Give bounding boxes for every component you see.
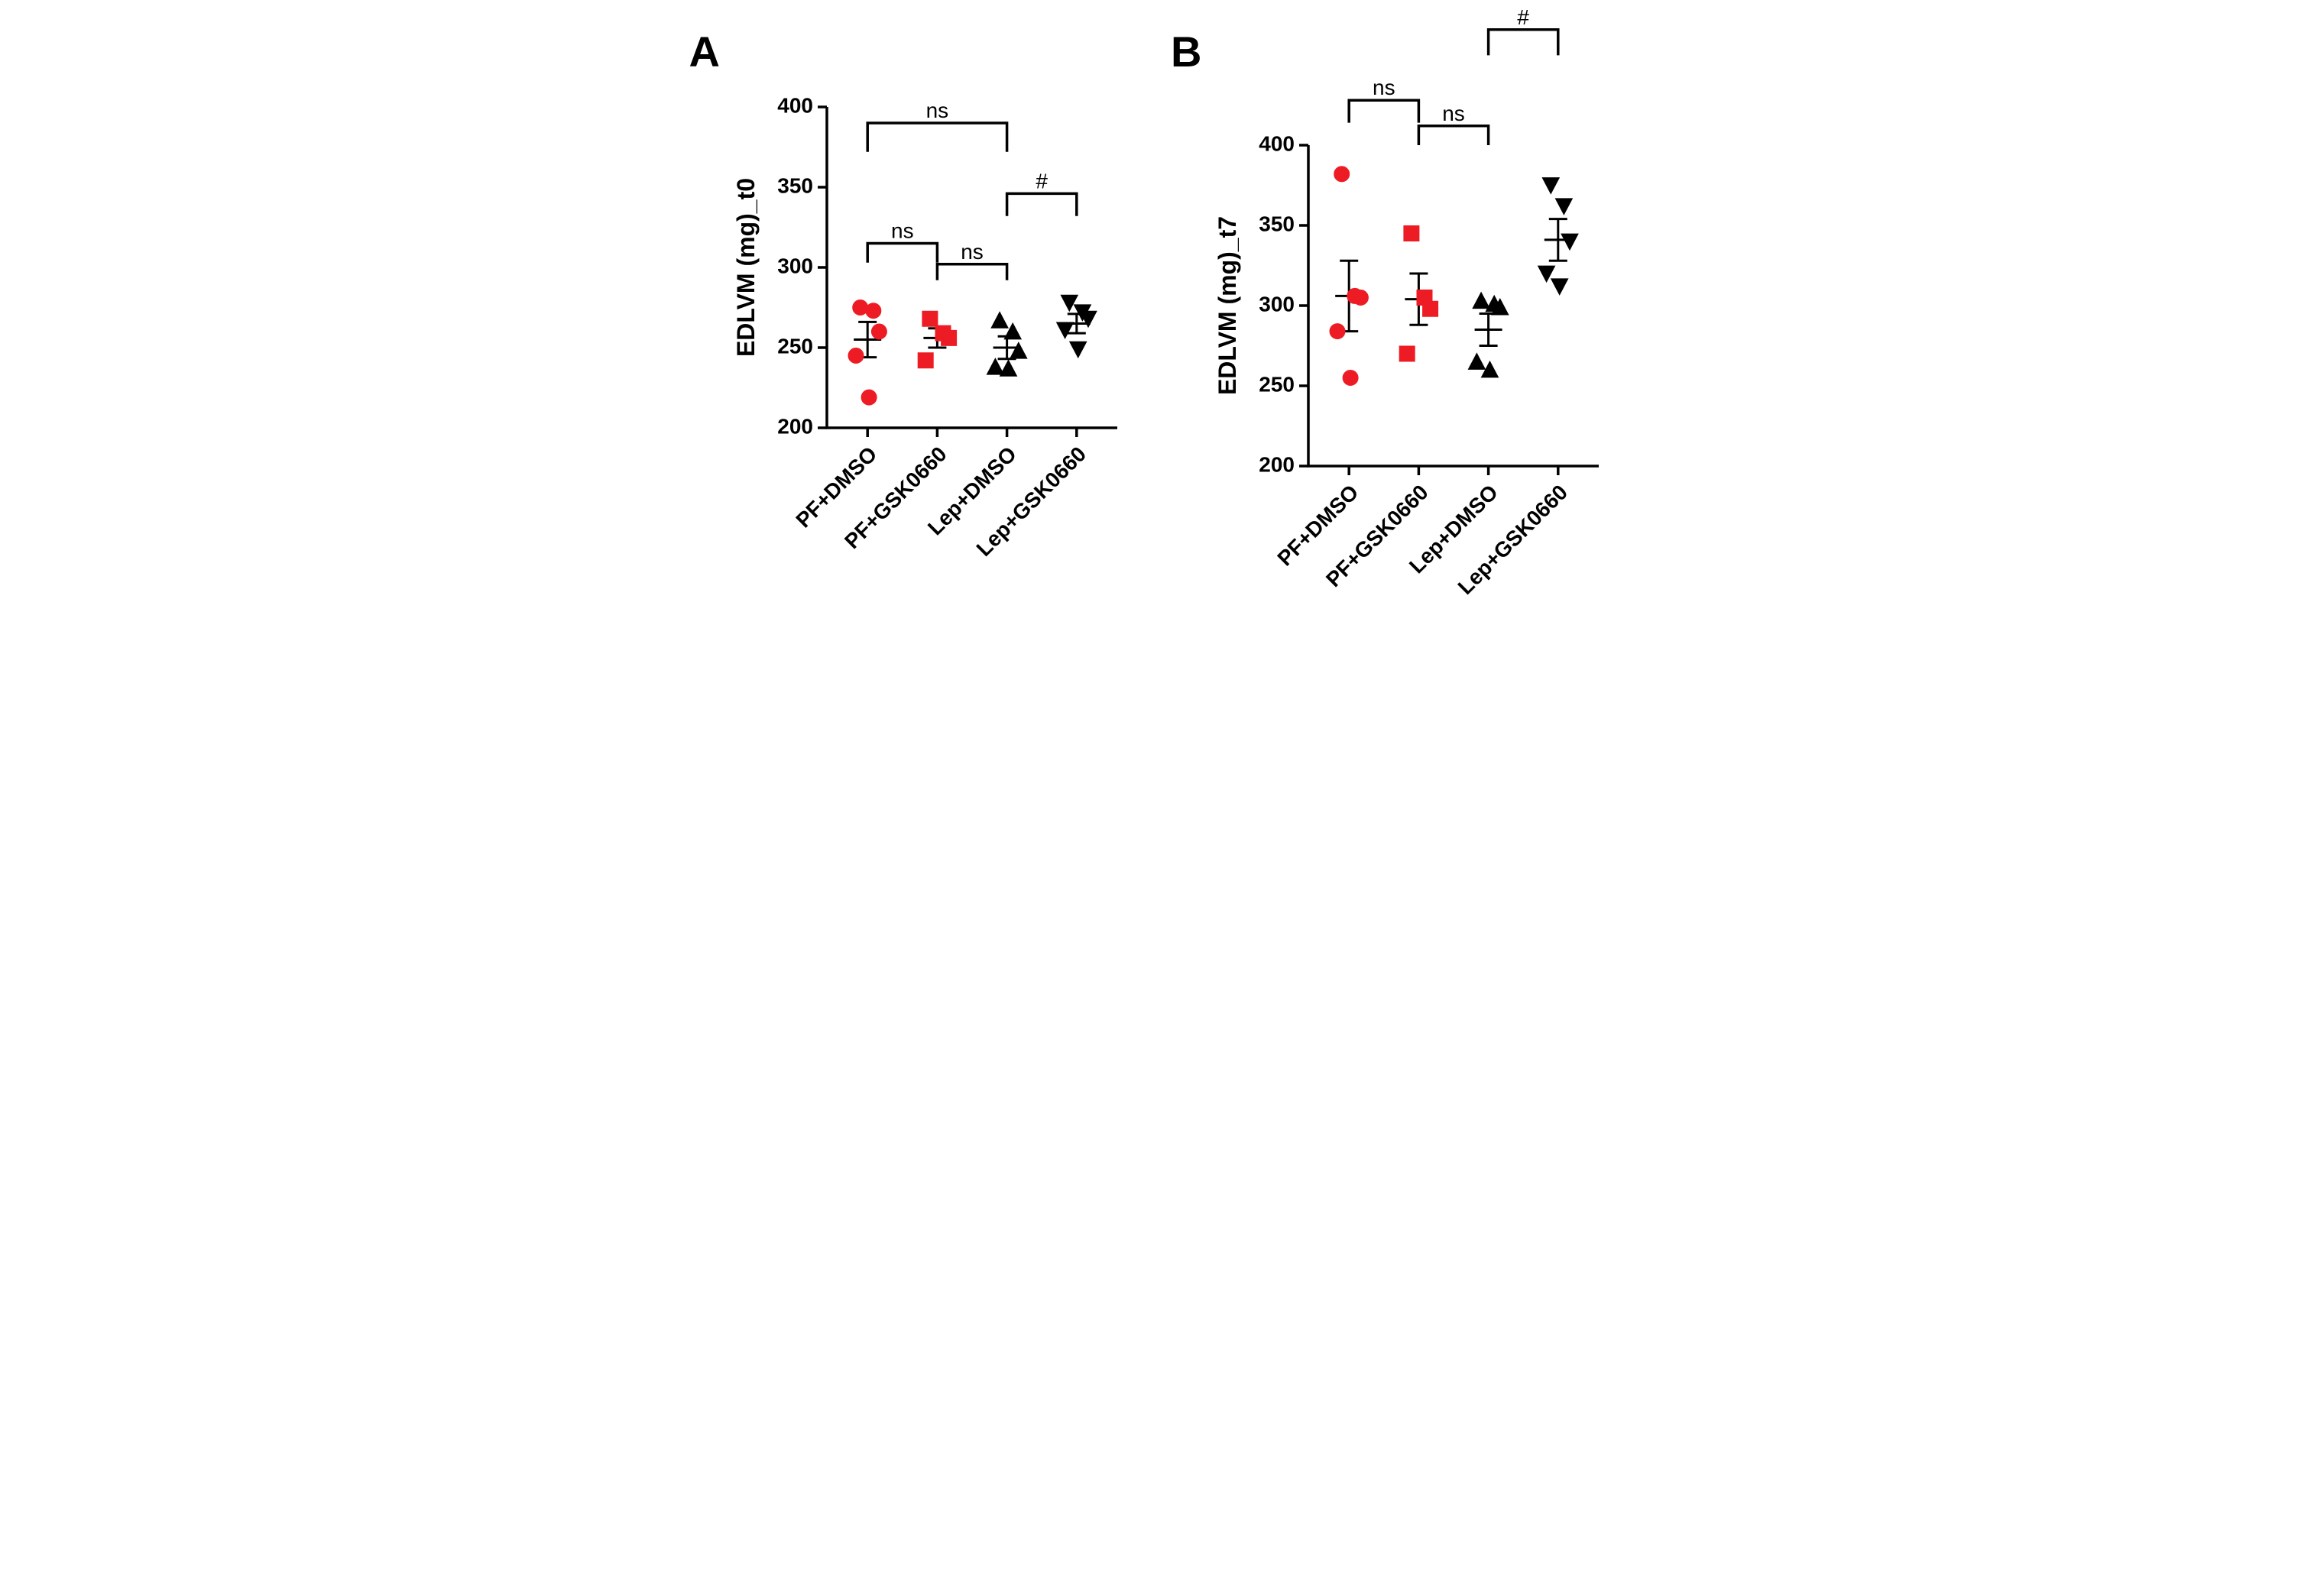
significance-bracket: [1007, 193, 1077, 215]
y-tick-label: 300: [777, 254, 813, 277]
data-point: [922, 311, 938, 326]
data-point: [987, 358, 1003, 374]
data-point: [861, 390, 877, 405]
data-point: [1353, 290, 1369, 306]
significance-bracket: [1489, 30, 1558, 56]
figure: A200250300350400EDLVM (mg)_t0PF+DMSOPF+G…: [0, 0, 2311, 695]
significance-label: #: [1036, 169, 1048, 193]
data-point: [1343, 371, 1359, 386]
data-point: [1334, 167, 1350, 182]
y-tick-label: 250: [1259, 372, 1295, 396]
data-point: [1000, 360, 1017, 376]
significance-bracket: [1350, 100, 1419, 122]
data-point: [848, 348, 864, 364]
significance-label: ns: [961, 240, 984, 264]
significance-label: ns: [1373, 76, 1395, 99]
data-point: [991, 312, 1008, 328]
data-point: [1561, 234, 1578, 250]
y-tick-label: 350: [1259, 212, 1295, 235]
axes: [1308, 145, 1599, 466]
data-point: [1469, 354, 1486, 370]
y-axis-title: EDLVM (mg)_t7: [1214, 216, 1241, 395]
significance-label: #: [1518, 5, 1530, 29]
data-point: [1057, 322, 1074, 338]
chart-svg: 200250300350400EDLVM (mg)_t0PF+DMSOPF+GS…: [728, 31, 1140, 626]
significance-label: ns: [891, 219, 914, 243]
significance-label: ns: [1443, 102, 1466, 125]
significance-bracket: [867, 244, 937, 263]
data-point: [1400, 346, 1415, 361]
significance-label: ns: [926, 99, 949, 122]
data-point: [871, 324, 886, 339]
panel-label: B: [1171, 31, 1209, 73]
data-point: [1551, 279, 1568, 295]
panel-B: B200250300350400EDLVM (mg)_t7PF+DMSOPF+G…: [1171, 31, 1622, 665]
y-tick-label: 300: [1259, 292, 1295, 316]
y-tick-label: 400: [777, 93, 813, 117]
data-point: [1543, 178, 1560, 194]
axes: [827, 107, 1117, 428]
data-point: [1556, 199, 1573, 215]
data-point: [1070, 342, 1087, 358]
y-tick-label: 250: [777, 334, 813, 358]
significance-bracket: [1419, 126, 1489, 145]
panel-A: A200250300350400EDLVM (mg)_t0PF+DMSOPF+G…: [689, 31, 1140, 626]
data-point: [1010, 342, 1027, 358]
data-point: [942, 330, 957, 345]
y-tick-label: 350: [777, 173, 813, 197]
data-point: [1473, 293, 1490, 309]
error-bar: [1475, 314, 1502, 346]
data-point: [1061, 295, 1078, 311]
data-point: [918, 353, 933, 368]
y-axis-title: EDLVM (mg)_t0: [732, 178, 760, 357]
data-point: [1330, 324, 1345, 339]
y-tick-label: 200: [777, 414, 813, 438]
significance-bracket: [937, 264, 1006, 280]
y-tick-label: 400: [1259, 131, 1295, 155]
data-point: [1423, 301, 1438, 316]
chart-svg: 200250300350400EDLVM (mg)_t7PF+DMSOPF+GS…: [1209, 31, 1622, 665]
data-point: [1404, 226, 1419, 241]
significance-bracket: [867, 123, 1006, 152]
data-point: [866, 303, 881, 319]
panel-label: A: [689, 31, 728, 73]
y-tick-label: 200: [1259, 452, 1295, 476]
